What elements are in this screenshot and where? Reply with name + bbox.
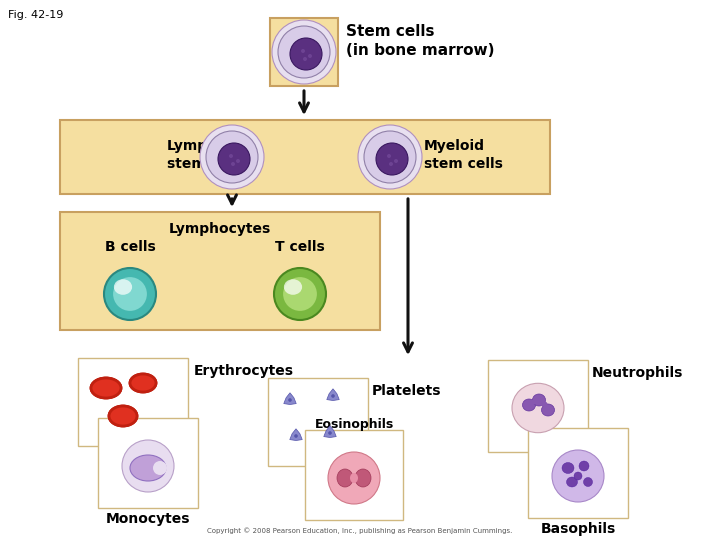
Text: T cells: T cells	[275, 240, 325, 254]
Ellipse shape	[562, 462, 574, 474]
Ellipse shape	[231, 162, 235, 166]
Ellipse shape	[130, 455, 166, 481]
Ellipse shape	[153, 461, 167, 475]
Polygon shape	[289, 429, 302, 441]
Text: Basophils: Basophils	[541, 522, 616, 536]
Ellipse shape	[355, 469, 371, 487]
Ellipse shape	[364, 131, 416, 183]
Ellipse shape	[394, 159, 398, 163]
FancyBboxPatch shape	[528, 428, 628, 518]
Ellipse shape	[218, 143, 250, 175]
Text: B cells: B cells	[104, 240, 156, 254]
Polygon shape	[284, 393, 296, 404]
Text: Neutrophils: Neutrophils	[592, 366, 683, 380]
Ellipse shape	[200, 125, 264, 189]
Ellipse shape	[579, 461, 589, 471]
Ellipse shape	[376, 143, 408, 175]
Ellipse shape	[236, 159, 240, 163]
Ellipse shape	[278, 26, 330, 78]
Ellipse shape	[129, 373, 157, 393]
Ellipse shape	[308, 54, 312, 58]
Ellipse shape	[328, 431, 332, 435]
Ellipse shape	[337, 469, 353, 487]
Ellipse shape	[574, 472, 582, 480]
Ellipse shape	[274, 268, 326, 320]
Ellipse shape	[387, 154, 391, 158]
Ellipse shape	[206, 131, 258, 183]
Ellipse shape	[350, 473, 358, 483]
Ellipse shape	[229, 154, 233, 158]
Ellipse shape	[358, 125, 422, 189]
FancyBboxPatch shape	[60, 212, 380, 330]
FancyBboxPatch shape	[305, 430, 403, 520]
Polygon shape	[327, 389, 339, 401]
Ellipse shape	[541, 402, 547, 407]
Ellipse shape	[303, 57, 307, 61]
Ellipse shape	[583, 477, 593, 487]
Text: Erythrocytes: Erythrocytes	[194, 364, 294, 378]
Ellipse shape	[104, 268, 156, 320]
Ellipse shape	[328, 452, 380, 504]
Text: Copyright © 2008 Pearson Education, Inc., publishing as Pearson Benjamin Cumming: Copyright © 2008 Pearson Education, Inc.…	[207, 528, 513, 534]
Ellipse shape	[272, 20, 336, 84]
Ellipse shape	[114, 279, 132, 295]
Ellipse shape	[389, 162, 393, 166]
Text: Platelets: Platelets	[372, 384, 441, 398]
FancyBboxPatch shape	[488, 360, 588, 452]
Ellipse shape	[108, 405, 138, 427]
Ellipse shape	[113, 277, 147, 311]
Text: Lymphoid
stem cells: Lymphoid stem cells	[167, 139, 246, 171]
FancyBboxPatch shape	[98, 418, 198, 508]
Ellipse shape	[552, 450, 604, 502]
Text: Fig. 42-19: Fig. 42-19	[8, 10, 63, 20]
Text: Stem cells
(in bone marrow): Stem cells (in bone marrow)	[346, 24, 495, 58]
Ellipse shape	[512, 383, 564, 433]
Text: Monocytes: Monocytes	[106, 512, 190, 526]
Ellipse shape	[523, 399, 536, 411]
Ellipse shape	[531, 400, 538, 404]
Text: Eosinophils: Eosinophils	[315, 418, 394, 431]
Polygon shape	[324, 426, 336, 437]
Ellipse shape	[567, 477, 577, 487]
Ellipse shape	[290, 38, 322, 70]
FancyBboxPatch shape	[78, 358, 188, 446]
Ellipse shape	[294, 434, 298, 438]
FancyBboxPatch shape	[268, 378, 368, 466]
Ellipse shape	[331, 394, 335, 398]
FancyBboxPatch shape	[60, 120, 550, 194]
Ellipse shape	[122, 440, 174, 492]
Text: Lymphocytes: Lymphocytes	[169, 222, 271, 236]
Ellipse shape	[533, 394, 546, 406]
Ellipse shape	[90, 377, 122, 399]
Ellipse shape	[288, 398, 292, 402]
Ellipse shape	[283, 277, 317, 311]
Ellipse shape	[541, 404, 554, 416]
Text: Myeloid
stem cells: Myeloid stem cells	[424, 139, 503, 171]
Ellipse shape	[284, 279, 302, 295]
Ellipse shape	[301, 49, 305, 53]
FancyBboxPatch shape	[270, 18, 338, 86]
